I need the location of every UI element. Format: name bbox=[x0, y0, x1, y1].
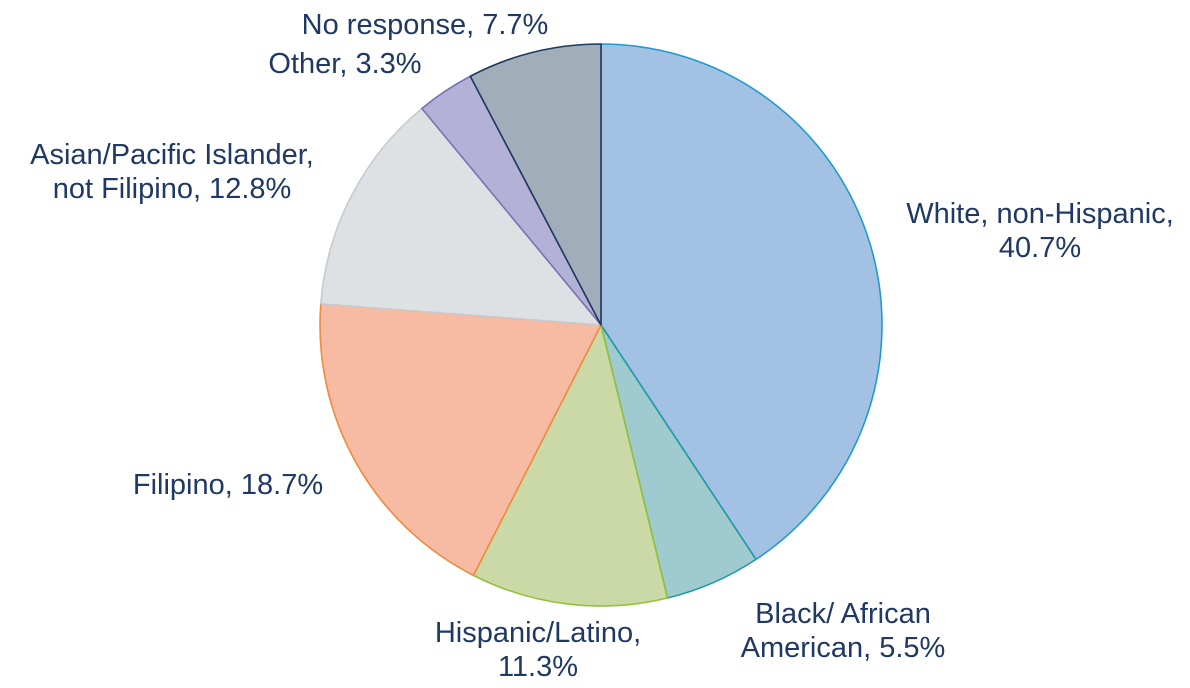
pie-slice-asian-pacific-islander-not-filipino bbox=[320, 107, 602, 326]
slice-label-black-african-american: Black/ African American, 5.5% bbox=[741, 598, 946, 664]
slice-label-filipino: Filipino, 18.7% bbox=[133, 469, 323, 501]
slice-label-line: 11.3% bbox=[498, 651, 578, 683]
slice-label-line: Filipino, 18.7% bbox=[133, 469, 323, 501]
slice-label-line: Black/ African bbox=[755, 598, 931, 630]
pie-slice-no-response bbox=[469, 43, 602, 326]
slice-label-other: Other, 3.3% bbox=[268, 48, 421, 80]
slice-label-line: Other, 3.3% bbox=[268, 48, 421, 80]
pie-slice-hispanic-latino bbox=[472, 324, 669, 607]
slice-label-line: 40.7% bbox=[999, 232, 1081, 264]
slice-label-line: Asian/Pacific Islander, bbox=[30, 139, 314, 171]
slices-layer bbox=[319, 43, 883, 607]
slice-label-no-response: No response, 7.7% bbox=[302, 9, 549, 41]
slice-label-line: White, non-Hispanic, bbox=[906, 198, 1174, 230]
pie-slice-filipino bbox=[319, 303, 602, 577]
slice-label-line: No response, 7.7% bbox=[302, 9, 549, 41]
slice-label-white-non-hispanic: White, non-Hispanic, 40.7% bbox=[906, 198, 1174, 264]
slice-label-line: American, 5.5% bbox=[741, 632, 946, 664]
slice-label-hispanic-latino: Hispanic/Latino, 11.3% bbox=[435, 617, 641, 683]
slice-label-line: not Filipino, 12.8% bbox=[53, 173, 292, 205]
labels-layer: White, non-Hispanic, 40.7%Black/ African A… bbox=[30, 9, 1174, 683]
slice-label-line: Hispanic/Latino, bbox=[435, 617, 641, 649]
slice-label-asian-pacific-islander-not-filipino: Asian/Pacific Islander, not Filipino, 12.… bbox=[30, 139, 314, 205]
